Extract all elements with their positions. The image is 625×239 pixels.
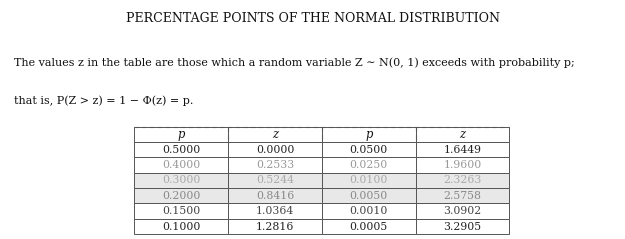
Text: 1.0364: 1.0364 (256, 206, 294, 216)
Text: 0.1000: 0.1000 (162, 222, 201, 232)
Text: 0.3000: 0.3000 (162, 175, 201, 185)
Bar (416, 188, 509, 203)
Text: 0.0005: 0.0005 (349, 222, 388, 232)
Bar (228, 188, 322, 203)
Bar (322, 142, 416, 158)
Text: The values z in the table are those which a random variable Z ∼ N(0, 1) exceeds : The values z in the table are those whic… (14, 57, 574, 68)
Bar (228, 203, 322, 219)
Text: 0.1500: 0.1500 (162, 206, 201, 216)
Text: 0.0000: 0.0000 (256, 145, 294, 155)
Text: 0.4000: 0.4000 (162, 160, 201, 170)
Text: 1.9600: 1.9600 (443, 160, 482, 170)
Text: 1.2816: 1.2816 (256, 222, 294, 232)
Bar (134, 173, 228, 188)
Text: 3.0902: 3.0902 (443, 206, 482, 216)
Bar (322, 219, 416, 234)
Bar (322, 127, 416, 142)
Text: 0.5000: 0.5000 (162, 145, 201, 155)
Bar (322, 158, 416, 173)
Text: z: z (459, 128, 466, 141)
Bar (134, 127, 228, 142)
Text: 3.2905: 3.2905 (444, 222, 482, 232)
Text: p: p (177, 128, 185, 141)
Bar (134, 219, 228, 234)
Bar (134, 142, 228, 158)
Bar (416, 219, 509, 234)
Bar (228, 173, 322, 188)
Bar (228, 219, 322, 234)
Text: 0.2533: 0.2533 (256, 160, 294, 170)
Text: p: p (365, 128, 372, 141)
Bar (416, 173, 509, 188)
Bar (134, 203, 228, 219)
Text: 0.5244: 0.5244 (256, 175, 294, 185)
Text: 0.0100: 0.0100 (349, 175, 388, 185)
Text: 0.0050: 0.0050 (349, 191, 388, 201)
Bar (228, 142, 322, 158)
Text: 2.5758: 2.5758 (444, 191, 481, 201)
Bar (134, 158, 228, 173)
Text: that is, P(Z > z) = 1 − Φ(z) = p.: that is, P(Z > z) = 1 − Φ(z) = p. (14, 96, 193, 106)
Bar (416, 158, 509, 173)
Text: 0.0500: 0.0500 (349, 145, 388, 155)
Text: 1.6449: 1.6449 (444, 145, 481, 155)
Text: 0.8416: 0.8416 (256, 191, 294, 201)
Bar (416, 127, 509, 142)
Bar (134, 188, 228, 203)
Text: z: z (272, 128, 278, 141)
Text: 0.0010: 0.0010 (349, 206, 388, 216)
Bar (416, 203, 509, 219)
Bar (322, 188, 416, 203)
Bar (228, 158, 322, 173)
Bar (228, 127, 322, 142)
Text: 0.0250: 0.0250 (349, 160, 388, 170)
Bar (416, 142, 509, 158)
Text: 2.3263: 2.3263 (443, 175, 482, 185)
Text: 0.2000: 0.2000 (162, 191, 201, 201)
Bar (322, 203, 416, 219)
Text: PERCENTAGE POINTS OF THE NORMAL DISTRIBUTION: PERCENTAGE POINTS OF THE NORMAL DISTRIBU… (126, 12, 499, 25)
Bar (322, 173, 416, 188)
